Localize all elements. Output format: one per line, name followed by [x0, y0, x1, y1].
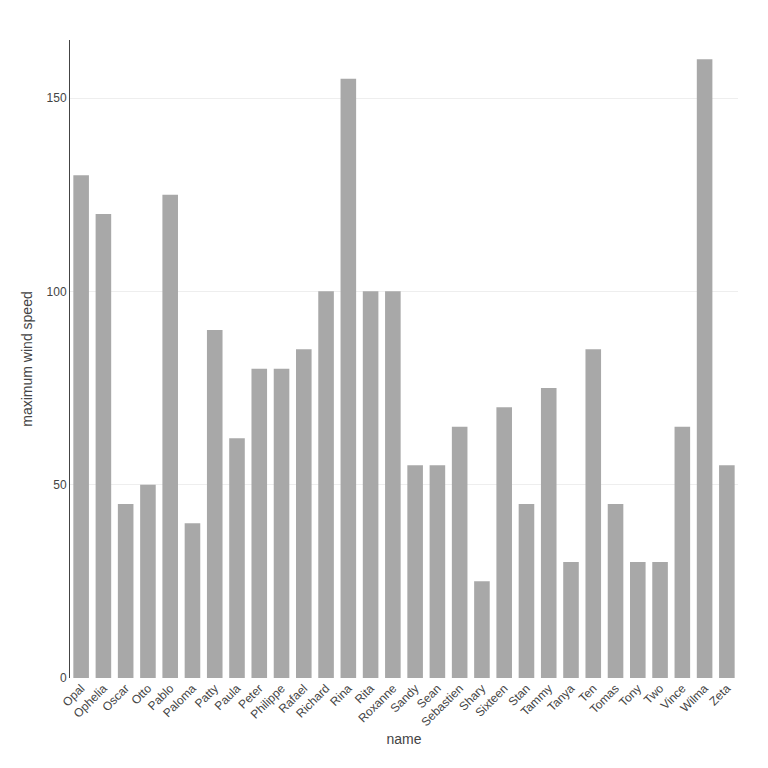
svg-text:Tomas: Tomas	[587, 681, 622, 716]
svg-text:Paula: Paula	[212, 681, 244, 713]
svg-text:Rita: Rita	[352, 681, 377, 706]
svg-text:Oscar: Oscar	[99, 681, 132, 714]
svg-text:Otto: Otto	[128, 681, 154, 707]
svg-text:Paloma: Paloma	[160, 681, 199, 720]
svg-text:maximum wind speed: maximum wind speed	[19, 291, 35, 426]
svg-text:Philippe: Philippe	[248, 681, 288, 721]
svg-text:150: 150	[47, 91, 67, 105]
svg-text:0: 0	[60, 671, 67, 685]
svg-text:100: 100	[47, 285, 67, 299]
svg-text:name: name	[386, 731, 421, 747]
svg-text:Sebastien: Sebastien	[418, 681, 466, 729]
svg-text:Ophelia: Ophelia	[71, 681, 110, 720]
svg-text:Ten: Ten	[576, 681, 600, 705]
svg-text:Tanya: Tanya	[545, 681, 578, 714]
svg-text:Rafael: Rafael	[276, 681, 310, 715]
svg-text:Stan: Stan	[505, 681, 532, 708]
svg-text:Vince: Vince	[658, 681, 689, 712]
svg-text:Patty: Patty	[192, 681, 221, 710]
svg-text:Shary: Shary	[456, 681, 488, 713]
svg-text:Roxanne: Roxanne	[355, 681, 399, 725]
svg-text:Wilma: Wilma	[677, 681, 711, 715]
svg-text:Opal: Opal	[60, 681, 88, 709]
svg-text:Peter: Peter	[235, 681, 265, 711]
svg-text:50: 50	[53, 478, 67, 492]
svg-text:Richard: Richard	[293, 681, 332, 720]
svg-text:Rina: Rina	[327, 681, 355, 709]
svg-text:Sean: Sean	[414, 681, 444, 711]
svg-text:Pablo: Pablo	[145, 681, 177, 713]
svg-text:Zeta: Zeta	[706, 681, 733, 708]
svg-text:Two: Two	[641, 681, 667, 707]
svg-text:Tony: Tony	[616, 681, 644, 709]
svg-text:Sixteen: Sixteen	[472, 681, 510, 719]
svg-text:Sandy: Sandy	[388, 681, 422, 715]
svg-text:Tammy: Tammy	[518, 681, 555, 718]
